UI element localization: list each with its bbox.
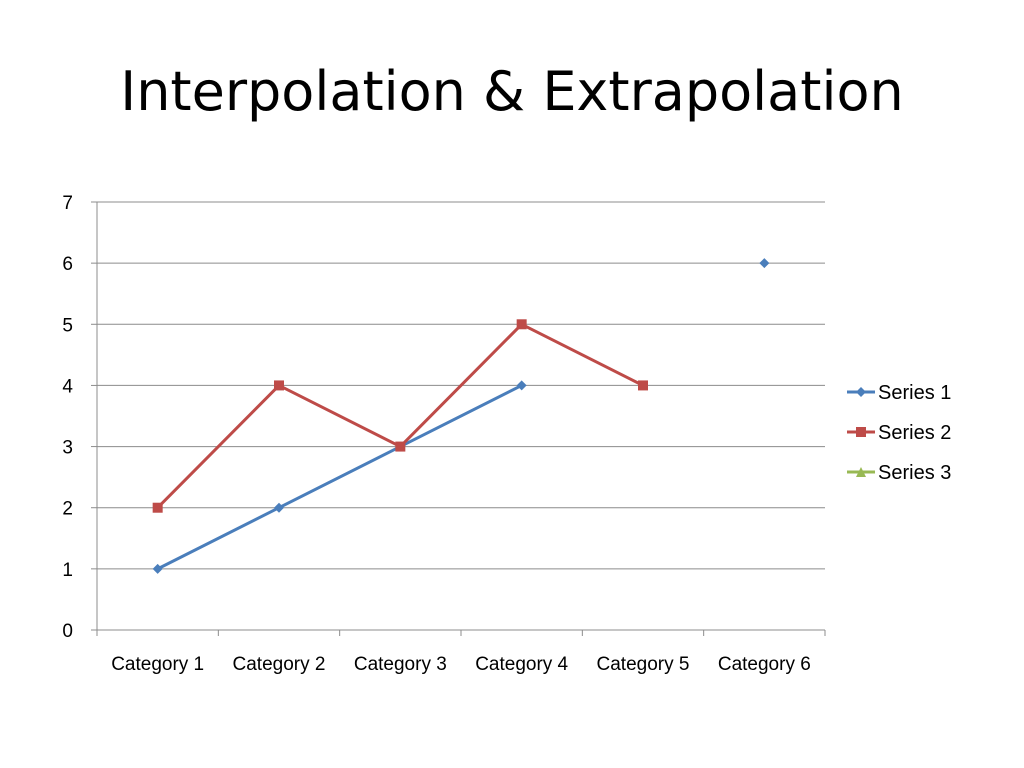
x-tick-label: Category 1 [111, 654, 204, 675]
legend-entry-label: Series 1 [878, 382, 951, 404]
y-tick-label: 4 [62, 376, 73, 397]
y-tick-label: 5 [62, 315, 73, 336]
y-tick-label: 6 [62, 254, 73, 275]
series-2-point [638, 380, 648, 391]
series-1-point [759, 258, 770, 269]
legend: Series 1 Series 2 Series 3 [847, 382, 951, 484]
x-tick-label: Category 2 [233, 654, 326, 675]
series-1-line [156, 384, 523, 571]
series-2-point [516, 319, 527, 330]
y-tick-label: 1 [62, 560, 73, 581]
x-tick-label: Category 6 [718, 654, 811, 675]
series-1-point [274, 502, 284, 513]
legend-entry-label: Series 2 [878, 422, 951, 444]
series-2-point [395, 441, 406, 452]
series-1-point [152, 563, 163, 574]
axes: 0 1 2 3 4 5 6 7 Category 1 Category 2 Category 3 Ca… [62, 193, 826, 675]
y-tick-label: 2 [62, 499, 73, 520]
legend-entry-label: Series 3 [878, 462, 951, 484]
x-tick-label: Category 4 [475, 654, 568, 675]
series-2-line [156, 322, 644, 509]
slide-title: Interpolation & Extrapolation [120, 60, 904, 123]
y-tick-label: 3 [62, 438, 73, 459]
series-2-point [152, 502, 163, 513]
x-tick-label: Category 3 [354, 654, 447, 675]
series-2-point [274, 380, 284, 391]
series-1-point [516, 380, 527, 391]
x-tick-label: Category 5 [597, 654, 690, 675]
legend-swatch-marker [856, 427, 866, 437]
y-tick-label: 7 [62, 193, 73, 214]
legend-swatch-marker [856, 467, 866, 477]
legend-swatch-marker [856, 387, 866, 397]
y-tick-label: 0 [62, 621, 73, 642]
series-lines [152, 258, 770, 574]
